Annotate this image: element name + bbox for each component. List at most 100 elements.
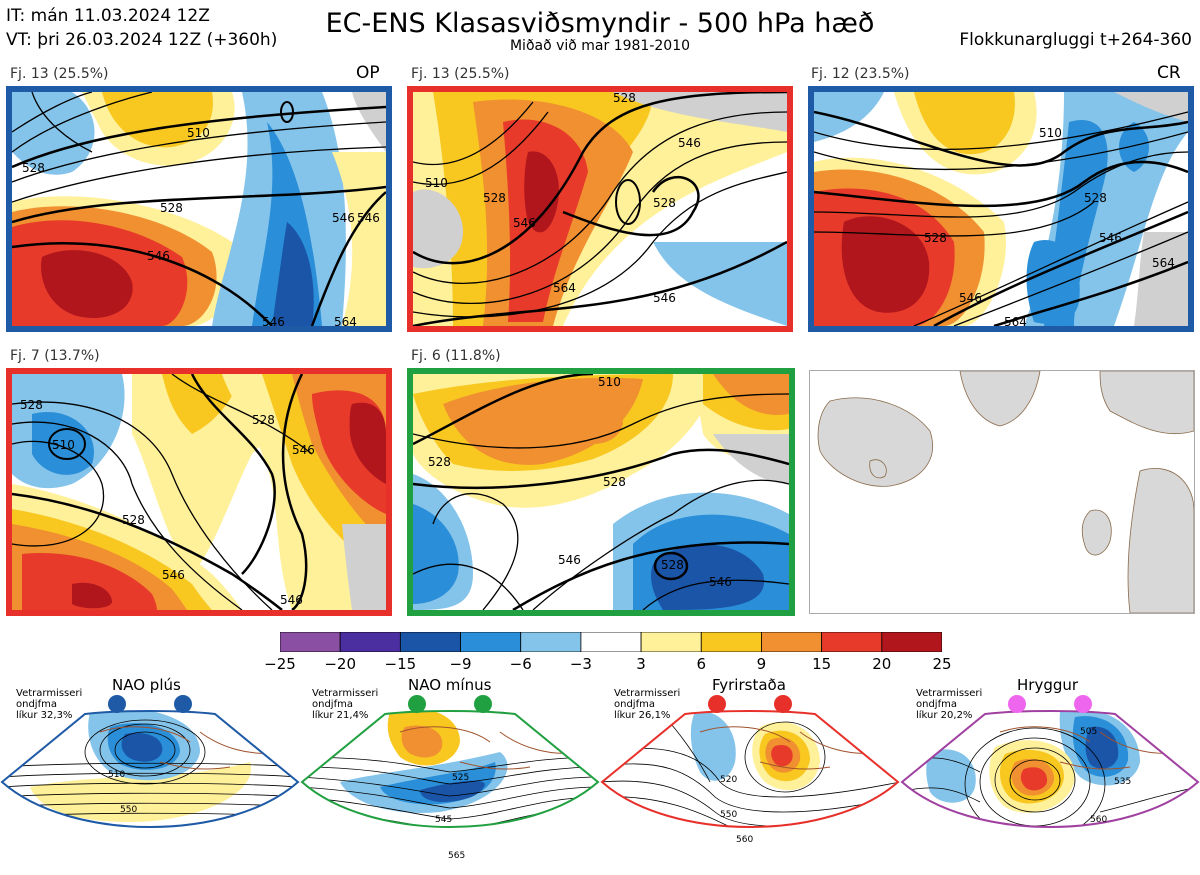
regime-border bbox=[300, 710, 600, 828]
colorbar-tick-label: −15 bbox=[384, 655, 417, 673]
contour-label: 510 bbox=[425, 176, 448, 190]
contour-label: 510 bbox=[598, 375, 621, 389]
contour-label: 546 bbox=[332, 211, 355, 225]
regime-months: ondjfma bbox=[614, 699, 655, 710]
regime-label: 550 bbox=[720, 810, 737, 820]
contour-label: 528 bbox=[20, 398, 43, 412]
contour-label: 528 bbox=[483, 191, 506, 205]
regime-border bbox=[600, 710, 900, 828]
contour-label: 546 bbox=[292, 443, 315, 457]
regime-probability: líkur 21,4% bbox=[312, 710, 369, 721]
regime-label: 525 bbox=[452, 773, 469, 783]
regime-dot bbox=[708, 695, 726, 713]
contour-label: 528 bbox=[252, 413, 275, 427]
panel-3-label: Fj. 12 (23.5%) bbox=[811, 66, 910, 82]
colorbar-swatch bbox=[339, 631, 401, 653]
colorbar-tick-label: 9 bbox=[756, 655, 767, 673]
colorbar-swatch bbox=[640, 631, 702, 653]
regime-label: 520 bbox=[720, 775, 737, 785]
colorbar-swatch bbox=[399, 631, 461, 653]
colorbar-tick-label: −9 bbox=[449, 655, 472, 673]
regime-nao-plus: 510 550 NAO plús Vetrarmisseri ondjfma l… bbox=[0, 672, 300, 871]
panel-4-label: Fj. 7 (13.7%) bbox=[10, 348, 100, 364]
regime-season: Vetrarmisseri bbox=[312, 688, 379, 699]
panel-1-label: Fj. 13 (25.5%) bbox=[10, 66, 109, 82]
contour-label: 546 bbox=[262, 315, 285, 326]
regime-season: Vetrarmisseri bbox=[614, 688, 681, 699]
regime-probability: líkur 32,3% bbox=[16, 710, 73, 721]
regime-label: 550 bbox=[120, 805, 137, 815]
regime-border bbox=[900, 710, 1200, 828]
contour-label: 546 bbox=[558, 553, 581, 567]
contour-label: 528 bbox=[428, 455, 451, 469]
colorbar-swatch bbox=[460, 631, 522, 653]
contour-label: 564 bbox=[1004, 315, 1027, 326]
cluster-map-panel-1: 510 528 528 546 546 546 546 564 bbox=[6, 86, 392, 332]
regime-dot bbox=[774, 695, 792, 713]
contour-label: 546 bbox=[709, 575, 732, 589]
contour-label: 546 bbox=[147, 249, 170, 263]
page-subtitle: Miðað við mar 1981-2010 bbox=[509, 38, 691, 54]
colorbar-tick-label: 25 bbox=[932, 655, 952, 673]
contour-label: 564 bbox=[1152, 256, 1175, 270]
colorbar-swatch bbox=[580, 631, 642, 653]
contour-label: 546 bbox=[959, 291, 982, 305]
regime-row: 510 550 NAO plús Vetrarmisseri ondjfma l… bbox=[0, 672, 1200, 871]
panel-3-corner: CR bbox=[1157, 63, 1181, 83]
contour-label: 528 bbox=[613, 92, 636, 105]
classification-window: Flokkunargluggi t+264-360 bbox=[959, 30, 1192, 50]
header-info: IT: mán 11.03.2024 12Z VT: þri 26.03.202… bbox=[6, 4, 277, 52]
colorbar-tick-label: 6 bbox=[696, 655, 707, 673]
colorbar-tick-label: −6 bbox=[509, 655, 532, 673]
regime-months: ondjfma bbox=[16, 699, 57, 710]
contour-label: 564 bbox=[334, 315, 357, 326]
colorbar-swatch bbox=[881, 631, 943, 653]
colorbar-swatches bbox=[279, 631, 943, 653]
colorbar-tick-label: −3 bbox=[569, 655, 592, 673]
colorbar-ticks: −25 −20 −15 −9 −6 −3 3 6 9 15 20 25 bbox=[260, 655, 960, 675]
regime-months: ondjfma bbox=[916, 699, 957, 710]
colorbar-tick-label: 3 bbox=[636, 655, 646, 673]
regime-label: 505 bbox=[1080, 727, 1097, 737]
regime-label: 545 bbox=[435, 815, 452, 825]
colorbar-tick-label: 20 bbox=[872, 655, 892, 673]
regime-name: Fyrirstaða bbox=[712, 676, 786, 694]
regime-label: 535 bbox=[1114, 777, 1131, 787]
contour-label: 564 bbox=[553, 281, 576, 295]
contour-label: 528 bbox=[160, 201, 183, 215]
colorbar-tick-label: 15 bbox=[812, 655, 832, 673]
cluster-map-panel-5: 510 528 528 546 528 546 bbox=[407, 368, 795, 616]
colorbar-swatch bbox=[700, 631, 762, 653]
regime-dot bbox=[1008, 695, 1026, 713]
contour-label: 510 bbox=[187, 126, 210, 140]
regime-meta: Vetrarmisseri ondjfma líkur 26,1% bbox=[614, 688, 680, 721]
regime-probability: líkur 26,1% bbox=[614, 710, 671, 721]
contour-label: 546 bbox=[653, 291, 676, 305]
regime-dot bbox=[108, 695, 126, 713]
regime-dot bbox=[174, 695, 192, 713]
valid-time: VT: þri 26.03.2024 12Z (+360h) bbox=[6, 30, 278, 50]
regime-label: 565 bbox=[448, 851, 465, 861]
regime-ridge: 505 535 560 Hryggur Vetrarmisseri ondjfm… bbox=[900, 672, 1200, 871]
regime-meta: Vetrarmisseri ondjfma líkur 20,2% bbox=[916, 688, 982, 721]
cluster-map-panel-2: 528 546 510 528 546 528 546 564 bbox=[407, 86, 793, 332]
contour-label: 528 bbox=[653, 196, 676, 210]
panel-5-label: Fj. 6 (11.8%) bbox=[411, 348, 501, 364]
contour-label: 546 bbox=[162, 568, 185, 582]
contour-label: 546 bbox=[357, 211, 380, 225]
regime-border bbox=[0, 710, 300, 828]
contour-label: 528 bbox=[661, 558, 684, 572]
regime-season: Vetrarmisseri bbox=[16, 688, 83, 699]
regime-nao-minus: 525 545 565 NAO mínus Vetrarmisseri ondj… bbox=[300, 672, 600, 871]
contour-label: 528 bbox=[924, 231, 947, 245]
panel-1-corner: OP bbox=[356, 63, 380, 83]
regime-months: ondjfma bbox=[312, 699, 353, 710]
regime-meta: Vetrarmisseri ondjfma líkur 32,3% bbox=[16, 688, 82, 721]
regime-dot bbox=[1074, 695, 1092, 713]
contour-label: 546 bbox=[280, 593, 303, 607]
regime-blocking: 520 550 560 Fyrirstaða Vetrarmisseri ond… bbox=[600, 672, 900, 871]
regime-name: Hryggur bbox=[1017, 676, 1079, 694]
colorbar-swatch bbox=[279, 631, 341, 653]
contour-label: 528 bbox=[122, 513, 145, 527]
contour-label: 546 bbox=[1099, 231, 1122, 245]
